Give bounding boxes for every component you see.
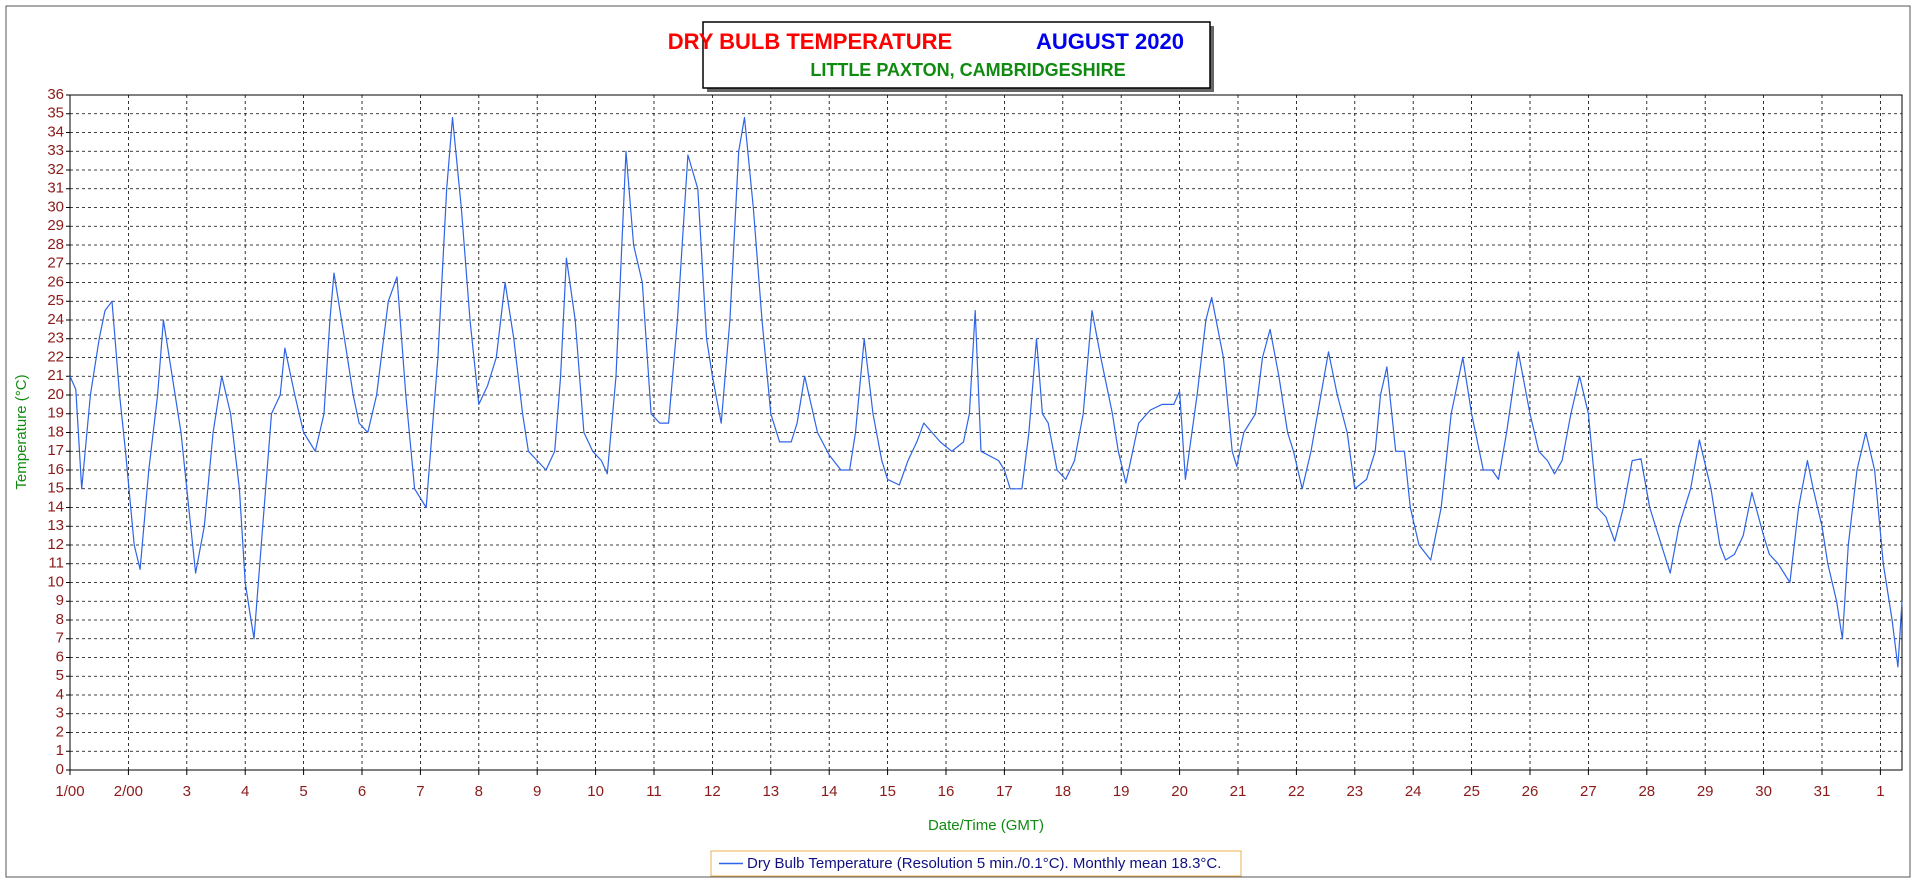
x-tick-label: 2/00 bbox=[114, 783, 143, 800]
x-tick-label: 14 bbox=[821, 783, 838, 800]
y-tick-label: 5 bbox=[56, 667, 64, 684]
y-tick-label: 0 bbox=[56, 761, 64, 778]
y-tick-label: 26 bbox=[47, 273, 64, 290]
y-tick-label: 32 bbox=[47, 161, 64, 178]
y-tick-label: 4 bbox=[56, 686, 64, 703]
x-tick-label: 23 bbox=[1346, 783, 1363, 800]
x-tick-label: 21 bbox=[1230, 783, 1247, 800]
y-tick-label: 34 bbox=[47, 123, 64, 140]
x-tick-label: 27 bbox=[1580, 783, 1597, 800]
y-tick-label: 30 bbox=[47, 198, 64, 215]
x-tick-label: 16 bbox=[938, 783, 955, 800]
x-tick-label: 24 bbox=[1405, 783, 1422, 800]
y-tick-label: 1 bbox=[56, 742, 64, 759]
y-tick-label: 18 bbox=[47, 423, 64, 440]
x-tick-label: 5 bbox=[299, 783, 307, 800]
y-tick-label: 35 bbox=[47, 105, 64, 122]
y-tick-label: 9 bbox=[56, 592, 64, 609]
y-tick-label: 7 bbox=[56, 630, 64, 647]
title-box bbox=[702, 21, 1211, 89]
x-tick-label: 4 bbox=[241, 783, 249, 800]
legend-label: Dry Bulb Temperature (Resolution 5 min./… bbox=[747, 855, 1221, 872]
y-tick-label: 17 bbox=[47, 442, 64, 459]
y-tick-label: 3 bbox=[56, 705, 64, 722]
legend-box bbox=[710, 850, 1242, 877]
y-tick-label: 28 bbox=[47, 236, 64, 253]
y-tick-label: 33 bbox=[47, 142, 64, 159]
x-tick-label: 10 bbox=[587, 783, 604, 800]
chart-subtitle: LITTLE PAXTON, CAMBRIDGESHIRE bbox=[810, 60, 1125, 80]
y-tick-label: 10 bbox=[47, 573, 64, 590]
y-tick-label: 14 bbox=[47, 498, 64, 515]
x-tick-label: 22 bbox=[1288, 783, 1305, 800]
x-tick-label: 13 bbox=[762, 783, 779, 800]
y-tick-label: 11 bbox=[48, 555, 64, 572]
y-tick-label: 31 bbox=[47, 180, 64, 197]
y-tick-label: 8 bbox=[56, 611, 64, 628]
x-tick-label: 28 bbox=[1638, 783, 1655, 800]
x-tick-label: 18 bbox=[1054, 783, 1071, 800]
y-tick-label: 21 bbox=[47, 367, 64, 384]
plot-frame bbox=[69, 94, 1903, 771]
x-tick-label: 1/00 bbox=[55, 783, 84, 800]
y-tick-label: 22 bbox=[47, 348, 64, 365]
y-tick-label: 23 bbox=[47, 330, 64, 347]
x-tick-label: 12 bbox=[704, 783, 721, 800]
x-tick-label: 9 bbox=[533, 783, 541, 800]
x-tick-label: 29 bbox=[1697, 783, 1714, 800]
chart-title: DRY BULB TEMPERATURE bbox=[668, 29, 952, 54]
x-tick-label: 30 bbox=[1755, 783, 1772, 800]
y-tick-label: 15 bbox=[47, 480, 64, 497]
y-tick-label: 24 bbox=[47, 311, 64, 328]
x-tick-label: 19 bbox=[1113, 783, 1130, 800]
y-tick-label: 2 bbox=[56, 723, 64, 740]
chart-title-date: AUGUST 2020 bbox=[1036, 29, 1184, 54]
x-axis-label: Date/Time (GMT) bbox=[928, 817, 1044, 834]
chart-border bbox=[5, 5, 1911, 878]
y-tick-label: 6 bbox=[56, 648, 64, 665]
x-tick-label: 15 bbox=[879, 783, 896, 800]
y-tick-label: 16 bbox=[47, 461, 64, 478]
y-tick-label: 20 bbox=[47, 386, 64, 403]
y-tick-label: 25 bbox=[47, 292, 64, 309]
y-tick-label: 12 bbox=[47, 536, 64, 553]
y-tick-label: 13 bbox=[47, 517, 64, 534]
x-tick-label: 7 bbox=[416, 783, 424, 800]
x-tick-label: 25 bbox=[1463, 783, 1480, 800]
x-tick-label: 20 bbox=[1171, 783, 1188, 800]
x-tick-label: 3 bbox=[183, 783, 191, 800]
temperature-line bbox=[69, 116, 1903, 668]
x-tick-label: 26 bbox=[1522, 783, 1539, 800]
y-tick-label: 27 bbox=[47, 255, 64, 272]
x-tick-label: 17 bbox=[996, 783, 1013, 800]
x-tick-label: 8 bbox=[475, 783, 483, 800]
x-tick-label: 11 bbox=[646, 783, 662, 800]
x-tick-label: 6 bbox=[358, 783, 366, 800]
y-tick-label: 36 bbox=[47, 86, 64, 103]
y-tick-label: 19 bbox=[47, 405, 64, 422]
x-tick-label: 31 bbox=[1814, 783, 1831, 800]
y-tick-label: 29 bbox=[47, 217, 64, 234]
x-tick-label: 1 bbox=[1876, 783, 1884, 800]
y-axis-label: Temperature (°C) bbox=[13, 374, 30, 489]
